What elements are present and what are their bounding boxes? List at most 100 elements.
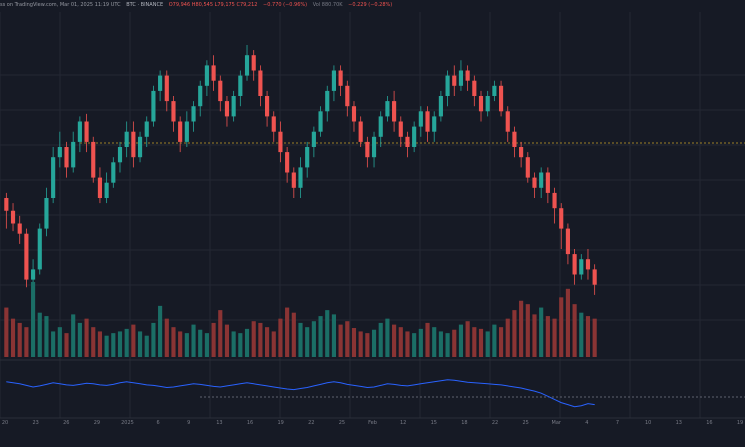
candle-body xyxy=(452,75,457,86)
candle-body xyxy=(351,106,357,122)
candle-body xyxy=(291,172,296,188)
volume-bar xyxy=(445,333,450,357)
volume-label: Vol 880.70K xyxy=(312,2,343,8)
volume-bar xyxy=(298,322,303,357)
volume-bar xyxy=(271,331,276,357)
volume-bar xyxy=(137,331,143,357)
candle-body xyxy=(565,228,570,255)
x-axis-tick-label: 16 xyxy=(247,420,253,426)
candle-body xyxy=(77,121,82,142)
volume-bar xyxy=(84,318,89,357)
volume-bar xyxy=(51,331,56,357)
x-axis-tick-label: 12 xyxy=(400,420,406,426)
candle-body xyxy=(251,55,256,71)
candle-body xyxy=(224,101,230,117)
candle-body xyxy=(178,121,183,142)
x-axis-tick-label: 6 xyxy=(157,420,160,426)
volume-bar xyxy=(77,322,82,357)
volume-bar xyxy=(31,282,36,357)
candle-body xyxy=(137,136,143,158)
x-axis-tick-label: 19 xyxy=(737,420,743,426)
symbol-label[interactable]: BTC · BINANCE xyxy=(126,2,164,8)
volume-bar xyxy=(91,327,96,357)
candle-body xyxy=(472,80,477,96)
volume-bar xyxy=(405,331,410,357)
volume-bar xyxy=(485,331,490,357)
candle-body xyxy=(498,85,504,112)
candle-body xyxy=(465,70,470,81)
volume-bar xyxy=(452,329,457,357)
candle-body xyxy=(572,254,577,275)
candle-body xyxy=(371,136,377,158)
candle-body xyxy=(458,70,464,86)
volume-bar xyxy=(184,333,189,357)
volume-bar xyxy=(559,297,564,357)
volume-bar xyxy=(131,324,136,357)
candle-body xyxy=(485,96,490,112)
volume-change: −0.229 (−0.28%) xyxy=(348,2,393,8)
candle-body xyxy=(37,228,42,270)
candle-body xyxy=(131,131,136,158)
volume-bar xyxy=(345,321,350,357)
candle-body xyxy=(365,141,370,158)
candle-body xyxy=(405,136,410,147)
candle-body xyxy=(585,259,591,270)
volume-bar xyxy=(478,328,484,357)
x-axis-tick-label: 16 xyxy=(706,420,712,426)
volume-bar xyxy=(97,331,103,357)
candle-body xyxy=(592,269,597,285)
candle-body xyxy=(10,210,16,224)
volume-bar xyxy=(585,316,591,357)
volume-bar xyxy=(224,324,230,357)
volume-bar xyxy=(198,329,203,357)
volume-bar xyxy=(238,333,243,357)
volume-bar xyxy=(244,328,250,357)
volume-bar xyxy=(378,322,383,357)
candle-body xyxy=(539,172,544,188)
candle-body xyxy=(298,167,303,188)
candle-body xyxy=(532,177,537,188)
volume-bar xyxy=(311,321,316,357)
volume-bar xyxy=(438,331,443,357)
candle-body xyxy=(478,96,484,112)
candle-body xyxy=(445,75,450,96)
volume-bar xyxy=(64,333,69,357)
candle-body xyxy=(51,157,56,198)
candle-body xyxy=(211,65,216,81)
candle-body xyxy=(265,96,270,117)
volume-bar xyxy=(565,288,570,357)
candle-body xyxy=(57,147,62,158)
x-axis-tick-label: 13 xyxy=(676,420,682,426)
volume-bar xyxy=(204,333,209,357)
candle-body xyxy=(512,131,517,147)
candle-body xyxy=(318,111,323,132)
volume-bar xyxy=(158,305,163,357)
volume-bar xyxy=(498,327,504,357)
candle-body xyxy=(117,147,123,163)
volume-bar xyxy=(57,327,62,357)
candle-body xyxy=(438,96,443,117)
candle-body xyxy=(238,75,243,96)
volume-bar xyxy=(285,307,290,357)
candle-body xyxy=(552,192,557,209)
volume-bar xyxy=(4,307,9,357)
volume-bar xyxy=(191,324,196,357)
ohlc-values: O79,946 H80,545 L79,175 C79,212 xyxy=(168,2,258,8)
x-axis-tick-label: 2025 xyxy=(121,420,134,426)
volume-bar xyxy=(124,328,129,357)
candle-body xyxy=(71,141,76,168)
x-axis-tick-label: 13 xyxy=(216,420,222,426)
candle-body xyxy=(378,116,383,137)
volume-bar xyxy=(318,316,323,357)
candle-body xyxy=(91,141,96,178)
volume-bar xyxy=(265,327,270,357)
candle-body xyxy=(4,198,9,211)
candle-body xyxy=(425,111,430,132)
candle-body xyxy=(104,182,109,198)
candle-body xyxy=(191,106,196,122)
candle-body xyxy=(158,75,163,91)
volume-bar xyxy=(37,312,42,357)
volume-bar xyxy=(512,310,517,357)
volume-bar xyxy=(211,322,216,357)
